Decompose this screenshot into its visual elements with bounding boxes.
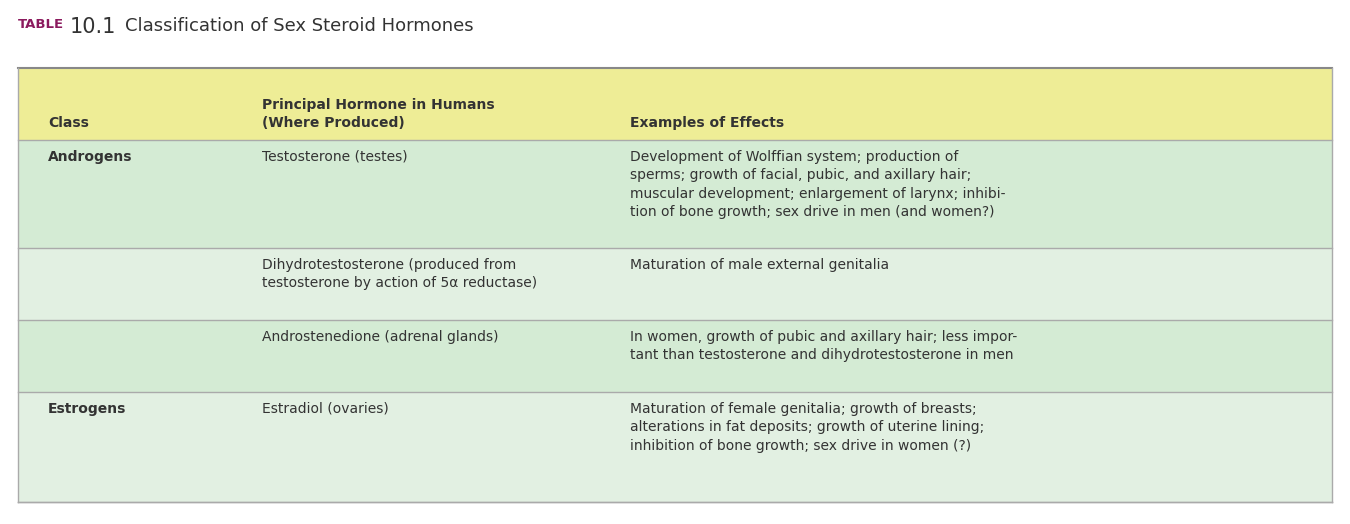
Text: Dihydrotestosterone (produced from
testosterone by action of 5α reductase): Dihydrotestosterone (produced from testo… xyxy=(262,258,537,290)
Text: Androgens: Androgens xyxy=(47,150,132,164)
Bar xyxy=(18,68,1332,140)
Text: Development of Wolffian system; production of
sperms; growth of facial, pubic, a: Development of Wolffian system; producti… xyxy=(630,150,1006,219)
Bar xyxy=(18,248,1332,320)
Text: TABLE: TABLE xyxy=(18,18,65,31)
Text: Classification of Sex Steroid Hormones: Classification of Sex Steroid Hormones xyxy=(126,17,474,35)
Text: Estrogens: Estrogens xyxy=(47,402,126,416)
Bar xyxy=(18,320,1332,392)
Text: Estradiol (ovaries): Estradiol (ovaries) xyxy=(262,402,389,416)
Text: Testosterone (testes): Testosterone (testes) xyxy=(262,150,408,164)
Text: Androstenedione (adrenal glands): Androstenedione (adrenal glands) xyxy=(262,330,498,344)
Text: Maturation of female genitalia; growth of breasts;
alterations in fat deposits; : Maturation of female genitalia; growth o… xyxy=(630,402,984,453)
Text: Principal Hormone in Humans
(Where Produced): Principal Hormone in Humans (Where Produ… xyxy=(262,97,494,130)
Text: Maturation of male external genitalia: Maturation of male external genitalia xyxy=(630,258,890,272)
Text: In women, growth of pubic and axillary hair; less impor-
tant than testosterone : In women, growth of pubic and axillary h… xyxy=(630,330,1017,363)
Text: 10.1: 10.1 xyxy=(70,17,116,37)
Text: Examples of Effects: Examples of Effects xyxy=(630,116,784,130)
Bar xyxy=(18,392,1332,502)
Bar xyxy=(18,140,1332,248)
Text: Class: Class xyxy=(47,116,89,130)
